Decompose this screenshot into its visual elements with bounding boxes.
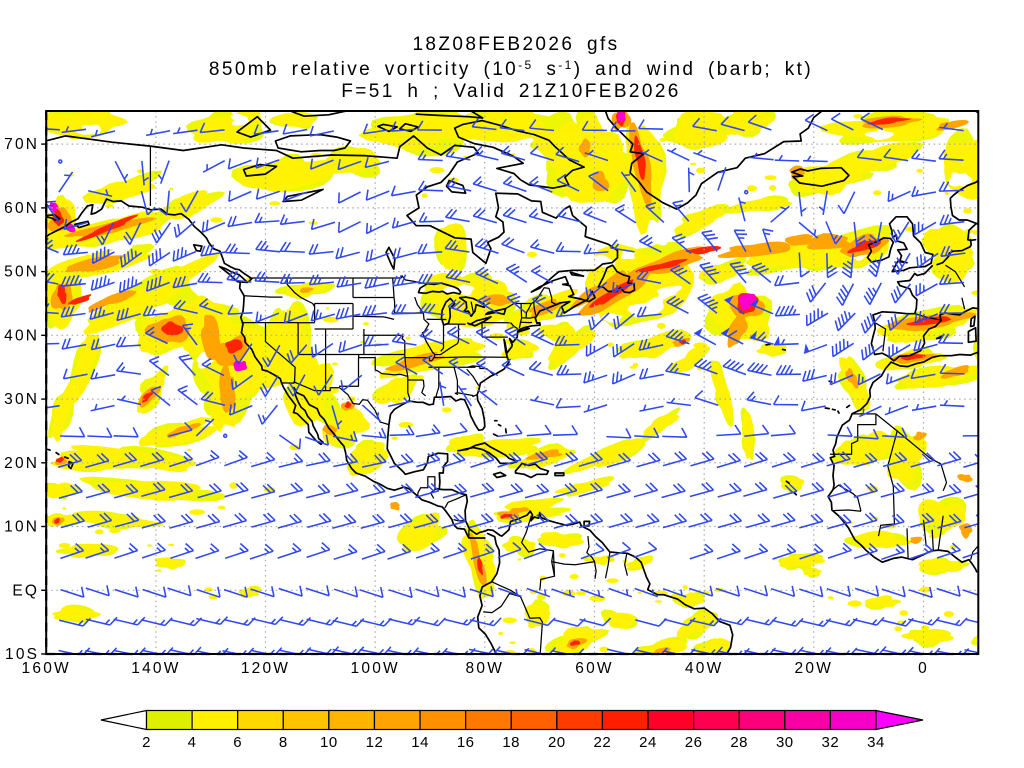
- svg-text:0: 0: [918, 660, 929, 677]
- svg-text:4: 4: [188, 734, 197, 751]
- svg-text:850mb relative vorticity (10-5: 850mb relative vorticity (10-5 s-1) and …: [209, 58, 813, 80]
- svg-text:8: 8: [279, 734, 288, 751]
- svg-text:30: 30: [776, 734, 794, 751]
- svg-text:50N: 50N: [4, 264, 39, 281]
- svg-text:34: 34: [867, 734, 885, 751]
- svg-text:12: 12: [366, 734, 384, 751]
- svg-text:32: 32: [822, 734, 840, 751]
- svg-text:70N: 70N: [4, 136, 39, 153]
- svg-text:28: 28: [730, 734, 748, 751]
- svg-text:10S: 10S: [5, 646, 39, 663]
- svg-text:40W: 40W: [685, 660, 723, 677]
- svg-text:F=51 h ; Valid 21Z10FEB2026: F=51 h ; Valid 21Z10FEB2026: [341, 81, 681, 102]
- svg-text:18: 18: [502, 734, 520, 751]
- svg-text:60N: 60N: [4, 200, 39, 217]
- svg-text:120W: 120W: [241, 660, 290, 677]
- svg-text:20N: 20N: [4, 455, 39, 472]
- svg-text:18Z08FEB2026 gfs: 18Z08FEB2026 gfs: [412, 34, 619, 55]
- svg-text:160W: 160W: [22, 660, 71, 677]
- svg-text:10N: 10N: [4, 519, 39, 536]
- svg-text:14: 14: [411, 734, 429, 751]
- svg-text:EQ: EQ: [12, 582, 39, 599]
- svg-text:10: 10: [320, 734, 338, 751]
- svg-text:22: 22: [594, 734, 612, 751]
- svg-text:100W: 100W: [351, 660, 400, 677]
- svg-text:24: 24: [639, 734, 657, 751]
- svg-text:26: 26: [685, 734, 703, 751]
- svg-text:30N: 30N: [4, 391, 39, 408]
- svg-text:80W: 80W: [466, 660, 504, 677]
- svg-text:20W: 20W: [795, 660, 833, 677]
- svg-text:16: 16: [457, 734, 475, 751]
- svg-text:6: 6: [233, 734, 242, 751]
- svg-text:60W: 60W: [575, 660, 613, 677]
- svg-text:2: 2: [142, 734, 151, 751]
- svg-text:40N: 40N: [4, 327, 39, 344]
- svg-text:140W: 140W: [131, 660, 180, 677]
- svg-text:20: 20: [548, 734, 566, 751]
